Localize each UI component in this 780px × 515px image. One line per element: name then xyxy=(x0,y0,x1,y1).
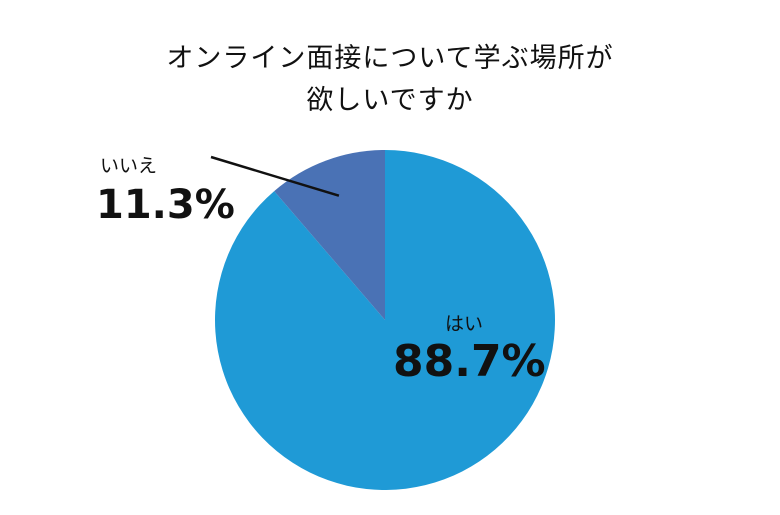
label-category-yes: はい xyxy=(445,313,483,335)
chart-title-line-1: オンライン面接について学ぶ場所が xyxy=(166,43,614,74)
pie-slice-no xyxy=(274,150,385,320)
leader-line-no xyxy=(210,155,340,197)
chart-title-line-2: 欲しいですか xyxy=(306,85,474,116)
chart-title: オンライン面接について学ぶ場所が 欲しいですか xyxy=(0,38,780,122)
label-value-yes: 88.7% xyxy=(393,336,546,387)
label-value-no: 11.3% xyxy=(96,182,235,228)
label-category-no: いいえ xyxy=(100,155,157,177)
